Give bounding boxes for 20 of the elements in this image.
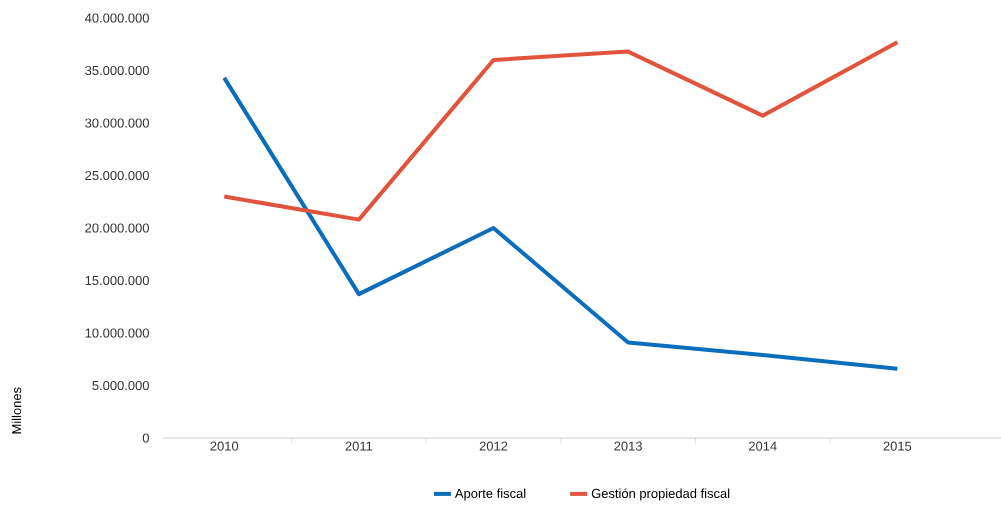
y-tick-label: 35.000.000 — [85, 65, 149, 76]
y-axis-title: Millones — [11, 387, 22, 434]
x-tick-label: 2012 — [479, 441, 508, 451]
y-tick-label: 20.000.000 — [85, 223, 149, 233]
y-tick-label: 25.000.000 — [85, 170, 149, 181]
legend-label: Gestión propiedad fiscal — [591, 488, 730, 501]
y-tick-label: 30.000.000 — [85, 118, 149, 128]
line-series — [222, 40, 900, 222]
x-tick-label: 2015 — [883, 441, 912, 451]
legend-label: Aporte fiscal — [454, 488, 526, 501]
y-tick-label: 15.000.000 — [85, 275, 149, 286]
x-tick-label: 2013 — [614, 441, 642, 451]
line-series — [222, 75, 900, 371]
x-tick-label: 2014 — [748, 441, 777, 451]
x-tick-label: 2010 — [210, 441, 239, 451]
y-tick-label: 40.000.000 — [84, 13, 149, 23]
y-tick-label: 5.000.000 — [92, 380, 149, 391]
y-tick-label: 10.000.000 — [85, 328, 149, 338]
x-tick-label: 2011 — [345, 441, 373, 451]
y-tick-label: 0 — [142, 433, 149, 443]
